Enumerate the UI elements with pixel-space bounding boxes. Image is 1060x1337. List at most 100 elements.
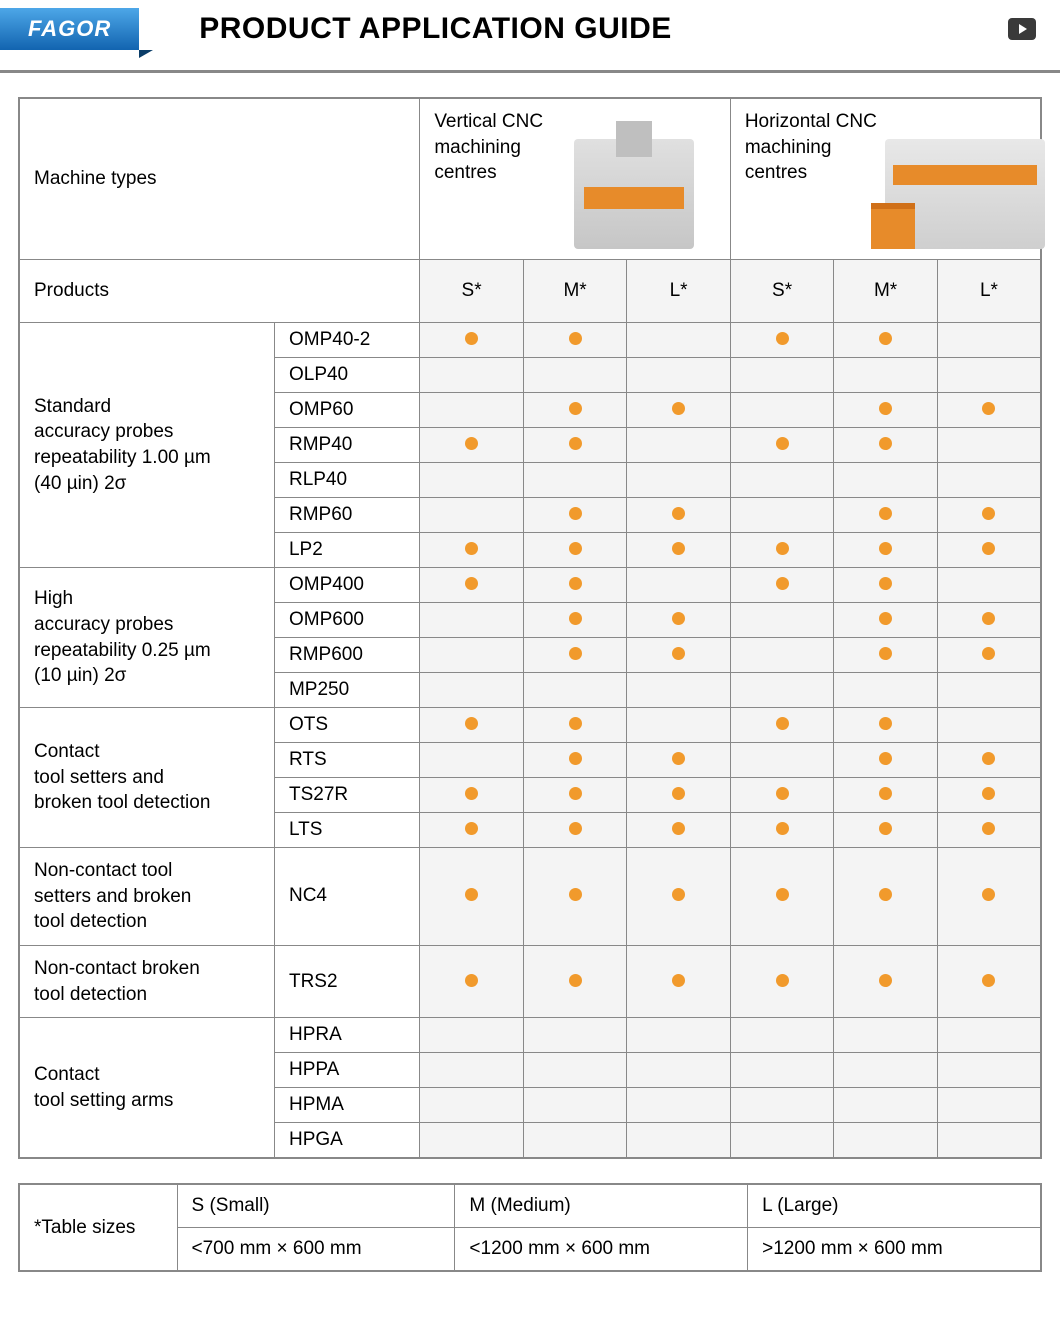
availability-cell bbox=[937, 463, 1041, 498]
availability-cell bbox=[420, 463, 524, 498]
availability-cell bbox=[523, 1053, 627, 1088]
play-icon[interactable] bbox=[1008, 18, 1036, 40]
product-cell: HPMA bbox=[274, 1088, 419, 1123]
availability-cell bbox=[627, 945, 731, 1017]
dot-icon bbox=[672, 822, 685, 835]
product-cell: OMP400 bbox=[274, 568, 419, 603]
legend-size-name: S (Small) bbox=[177, 1184, 455, 1228]
application-guide-table: Machine typesVertical CNCmachiningcentre… bbox=[18, 97, 1042, 1159]
availability-cell bbox=[730, 848, 834, 946]
availability-cell bbox=[627, 323, 731, 358]
availability-cell bbox=[420, 1018, 524, 1053]
product-cell: HPGA bbox=[274, 1123, 419, 1159]
table-row: Standardaccuracy probesrepeatability 1.0… bbox=[19, 323, 1041, 358]
dot-icon bbox=[672, 888, 685, 901]
availability-cell bbox=[937, 638, 1041, 673]
availability-cell bbox=[730, 498, 834, 533]
availability-cell bbox=[627, 778, 731, 813]
availability-cell bbox=[627, 1088, 731, 1123]
availability-cell bbox=[730, 673, 834, 708]
availability-cell bbox=[937, 673, 1041, 708]
availability-cell bbox=[834, 673, 938, 708]
dot-icon bbox=[569, 612, 582, 625]
dot-icon bbox=[879, 647, 892, 660]
brand-ribbon: FAGOR bbox=[0, 8, 139, 50]
table-row: Contacttool setting armsHPRA bbox=[19, 1018, 1041, 1053]
availability-cell bbox=[627, 813, 731, 848]
availability-cell bbox=[420, 323, 524, 358]
dot-icon bbox=[569, 647, 582, 660]
dot-icon bbox=[776, 577, 789, 590]
availability-cell bbox=[834, 533, 938, 568]
availability-cell bbox=[937, 1123, 1041, 1159]
availability-cell bbox=[420, 358, 524, 393]
size-header: S* bbox=[420, 260, 524, 323]
category-cell: Non-contact toolsetters and brokentool d… bbox=[19, 848, 274, 946]
product-cell: RMP60 bbox=[274, 498, 419, 533]
availability-cell bbox=[420, 778, 524, 813]
dot-icon bbox=[879, 507, 892, 520]
dot-icon bbox=[776, 974, 789, 987]
dot-icon bbox=[672, 647, 685, 660]
dot-icon bbox=[465, 822, 478, 835]
product-cell: LTS bbox=[274, 813, 419, 848]
availability-cell bbox=[523, 568, 627, 603]
availability-cell bbox=[730, 428, 834, 463]
dot-icon bbox=[569, 437, 582, 450]
machine-group-header: Horizontal CNCmachiningcentres bbox=[730, 98, 1041, 260]
dot-icon bbox=[672, 787, 685, 800]
availability-cell bbox=[834, 638, 938, 673]
dot-icon bbox=[672, 974, 685, 987]
availability-cell bbox=[730, 1123, 834, 1159]
dot-icon bbox=[465, 542, 478, 555]
dot-icon bbox=[879, 822, 892, 835]
table-row: Non-contact toolsetters and brokentool d… bbox=[19, 848, 1041, 946]
availability-cell bbox=[523, 638, 627, 673]
availability-cell bbox=[627, 463, 731, 498]
dot-icon bbox=[465, 717, 478, 730]
dot-icon bbox=[569, 577, 582, 590]
availability-cell bbox=[420, 638, 524, 673]
availability-cell bbox=[420, 393, 524, 428]
availability-cell bbox=[627, 1053, 731, 1088]
availability-cell bbox=[523, 428, 627, 463]
dot-icon bbox=[776, 787, 789, 800]
availability-cell bbox=[834, 568, 938, 603]
availability-cell bbox=[523, 323, 627, 358]
availability-cell bbox=[730, 813, 834, 848]
legend-size-spec: <1200 mm × 600 mm bbox=[455, 1228, 748, 1272]
availability-cell bbox=[523, 358, 627, 393]
availability-cell bbox=[523, 848, 627, 946]
product-cell: LP2 bbox=[274, 533, 419, 568]
availability-cell bbox=[937, 1053, 1041, 1088]
size-header: M* bbox=[834, 260, 938, 323]
product-cell: TRS2 bbox=[274, 945, 419, 1017]
dot-icon bbox=[672, 507, 685, 520]
availability-cell bbox=[420, 498, 524, 533]
product-cell: HPPA bbox=[274, 1053, 419, 1088]
dot-icon bbox=[879, 974, 892, 987]
table-row: Highaccuracy probesrepeatability 0.25 µm… bbox=[19, 568, 1041, 603]
legend-size-spec: <700 mm × 600 mm bbox=[177, 1228, 455, 1272]
availability-cell bbox=[937, 945, 1041, 1017]
size-header: L* bbox=[937, 260, 1041, 323]
availability-cell bbox=[937, 358, 1041, 393]
dot-icon bbox=[776, 717, 789, 730]
dot-icon bbox=[982, 612, 995, 625]
availability-cell bbox=[937, 533, 1041, 568]
availability-cell bbox=[834, 498, 938, 533]
dot-icon bbox=[569, 787, 582, 800]
availability-cell bbox=[730, 743, 834, 778]
availability-cell bbox=[834, 1088, 938, 1123]
dot-icon bbox=[569, 822, 582, 835]
availability-cell bbox=[730, 1053, 834, 1088]
availability-cell bbox=[834, 1053, 938, 1088]
category-cell: Contacttool setting arms bbox=[19, 1018, 274, 1159]
dot-icon bbox=[672, 752, 685, 765]
availability-cell bbox=[627, 708, 731, 743]
availability-cell bbox=[523, 603, 627, 638]
availability-cell bbox=[834, 358, 938, 393]
dot-icon bbox=[465, 577, 478, 590]
availability-cell bbox=[937, 708, 1041, 743]
availability-cell bbox=[834, 778, 938, 813]
